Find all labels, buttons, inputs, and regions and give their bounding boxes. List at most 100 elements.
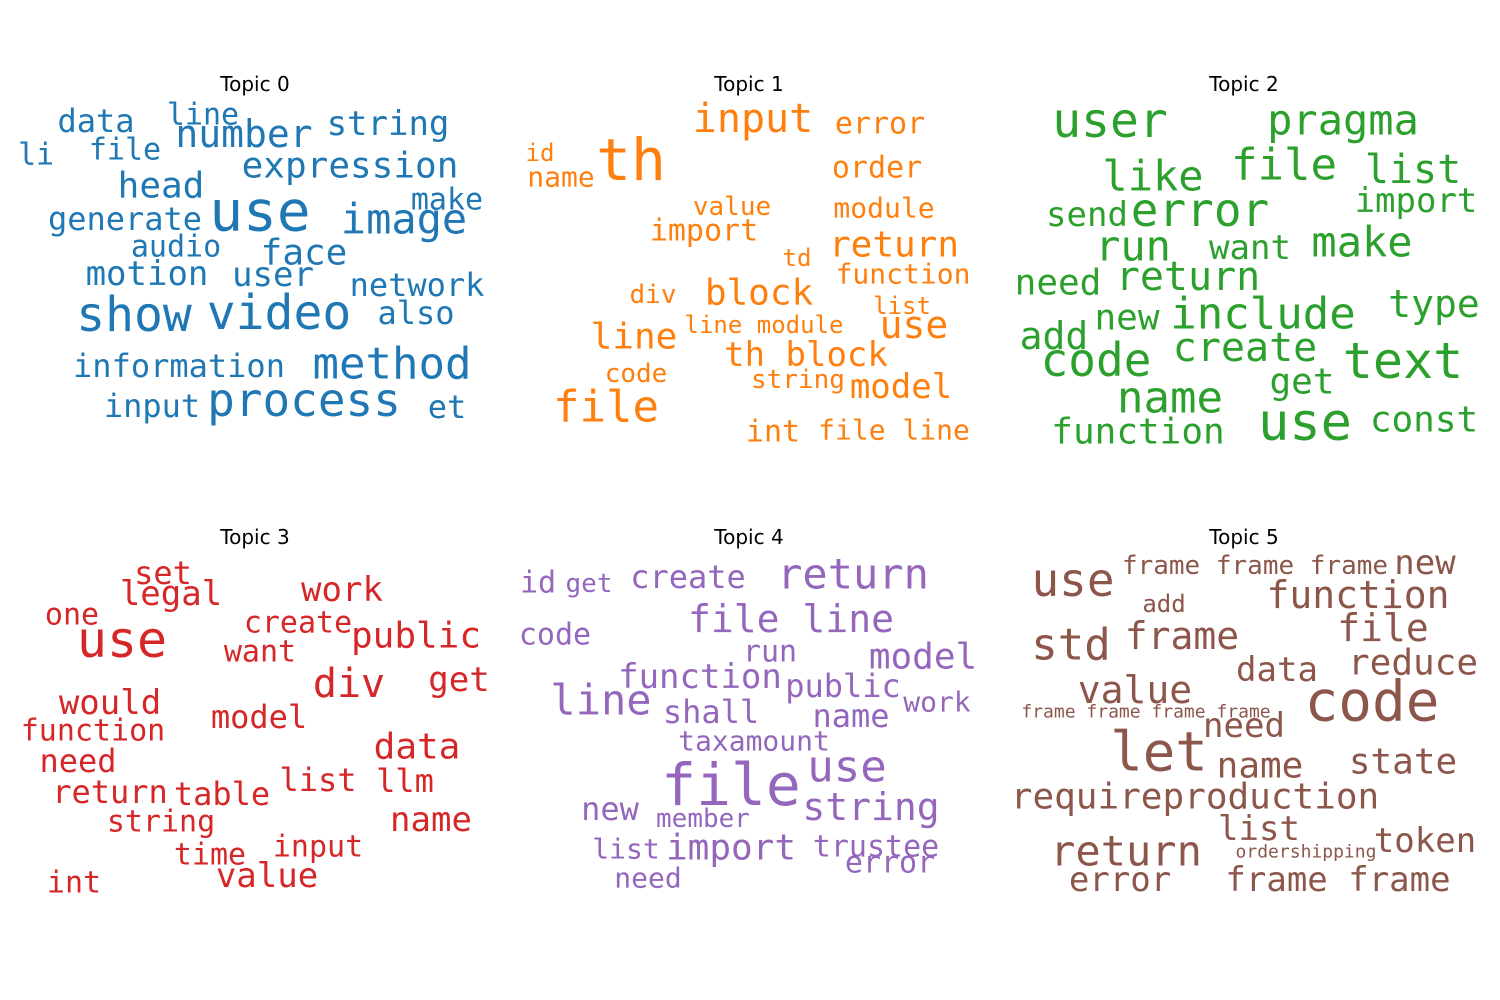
word: frame frame (1225, 860, 1450, 900)
word: td (783, 244, 812, 272)
panel-title: Topic 4 (713, 525, 783, 549)
word: show (76, 287, 192, 343)
word: import (1355, 181, 1478, 221)
word: model (869, 637, 977, 678)
word: string (802, 785, 939, 829)
word: run (1095, 222, 1171, 271)
panel-title: Topic 0 (219, 72, 289, 96)
word: use (1258, 393, 1352, 453)
word: value (216, 856, 318, 896)
word: th block (724, 335, 888, 375)
word: function (1051, 412, 1224, 453)
panel-title: Topic 5 (1208, 525, 1278, 549)
word: new (581, 790, 640, 828)
word: need (1015, 263, 1102, 304)
word: int (47, 866, 101, 901)
word: list (279, 761, 356, 799)
word: input (273, 830, 363, 865)
word: legal (120, 574, 222, 614)
word: frame frame frame frame (1021, 702, 1270, 723)
word: need (1203, 706, 1285, 746)
word: let (1110, 721, 1208, 784)
word: list (1365, 147, 1461, 193)
word: type (1388, 282, 1480, 326)
word: frame (1125, 614, 1239, 658)
word: use (1031, 553, 1114, 607)
word: expression (242, 146, 459, 187)
word: create (1173, 325, 1318, 371)
word: return (1050, 827, 1202, 876)
word: string (107, 805, 215, 840)
word: process (207, 373, 401, 427)
word: public (785, 667, 901, 705)
word: use (77, 611, 167, 669)
word: get (428, 660, 489, 700)
word: want (1209, 228, 1291, 268)
word: return (1116, 254, 1261, 300)
panel-title: Topic 3 (219, 525, 289, 549)
word: frame frame frame (1122, 551, 1388, 581)
word: name (812, 697, 889, 735)
word: value (693, 192, 771, 222)
word: module (833, 192, 934, 225)
word: data (1236, 650, 1318, 690)
word: generate (48, 200, 202, 238)
word: function (1266, 573, 1449, 617)
word: audio (131, 230, 221, 265)
word: data (374, 727, 461, 768)
word: error (1131, 183, 1269, 237)
word: code (1041, 333, 1152, 387)
word: work (903, 686, 971, 719)
word: file (1337, 606, 1429, 650)
word: create (630, 558, 746, 596)
word: th (596, 126, 666, 194)
word: list (592, 833, 659, 866)
word: data (57, 102, 134, 140)
word: name (1117, 373, 1223, 424)
word: requireproduction (1011, 777, 1379, 818)
word: member (656, 804, 750, 834)
word: use (807, 742, 886, 793)
word: name (1217, 746, 1304, 787)
word: pragma (1267, 96, 1419, 145)
word: motion (86, 254, 209, 294)
word: id (520, 566, 556, 601)
word: model (211, 698, 307, 736)
word: function (836, 258, 971, 291)
word: send (1046, 195, 1128, 235)
word: name (527, 161, 594, 194)
word: list (1218, 809, 1300, 849)
word: token (1374, 821, 1476, 861)
word: function (618, 657, 782, 697)
word: new (1094, 298, 1159, 339)
word: shall (663, 693, 759, 731)
word: text (1343, 332, 1463, 390)
word: method (313, 339, 472, 390)
word: error (835, 107, 925, 142)
word: run (743, 635, 797, 670)
word: list (873, 292, 931, 320)
word: file (553, 382, 659, 433)
word: use (880, 303, 949, 347)
word: code (519, 618, 591, 653)
word: input (693, 96, 813, 142)
word: work (301, 570, 383, 610)
word: div (630, 280, 677, 310)
word: face (261, 233, 348, 274)
word: std (1031, 620, 1110, 671)
word: one (45, 598, 99, 633)
word: model (850, 367, 952, 407)
word: number (175, 112, 312, 156)
panel-title: Topic 2 (1208, 72, 1278, 96)
word: get (566, 569, 613, 599)
word: need (614, 862, 681, 895)
word: line (591, 317, 678, 358)
word: new (1394, 543, 1456, 583)
word: get (1269, 362, 1334, 403)
word: error (845, 846, 935, 881)
word: const (1370, 400, 1478, 441)
word: need (39, 742, 116, 780)
word: create (244, 606, 352, 641)
word: set (134, 554, 192, 592)
